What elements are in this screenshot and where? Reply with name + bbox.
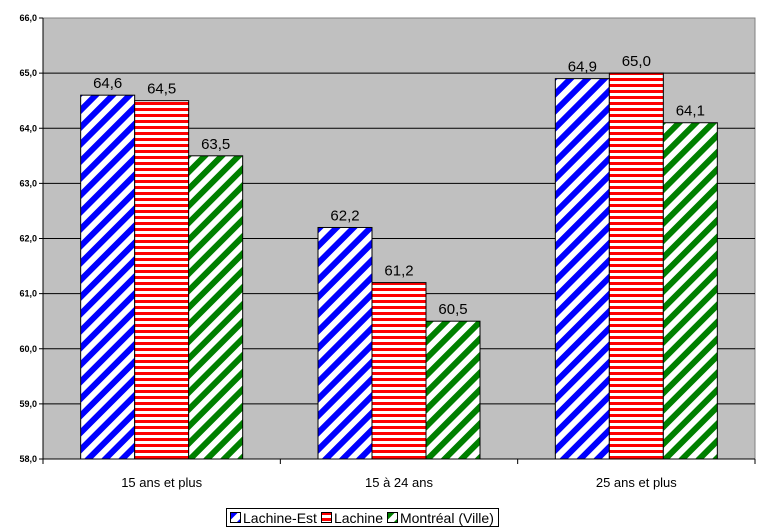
bar-0-2 — [554, 78, 610, 460]
y-tick-label: 59,0 — [19, 399, 37, 409]
data-label: 60,5 — [438, 301, 467, 318]
legend-swatch-montreal — [386, 512, 398, 523]
data-label: 64,1 — [676, 103, 705, 120]
legend-label: Montréal (Ville) — [399, 509, 494, 526]
data-label: 64,6 — [93, 75, 122, 92]
data-label: 65,0 — [622, 53, 651, 70]
legend-swatch-lachine — [320, 512, 332, 523]
y-tick-label: 62,0 — [19, 234, 37, 244]
legend-item-montreal: Montréal (Ville) — [386, 509, 494, 526]
x-tick-label: 15 ans et plus — [121, 475, 202, 490]
y-tick-label: 63,0 — [19, 178, 37, 188]
y-tick-label: 64,0 — [19, 123, 37, 133]
x-tick-label: 15 à 24 ans — [365, 475, 433, 490]
bar-2-0 — [188, 155, 244, 460]
legend: Lachine-Est Lachine Montréal (Ville) — [226, 508, 499, 527]
bar-chart: 58,0 59,0 60,0 61,0 62,0 63,0 64,0 65,0 66,0 64,… — [19, 13, 756, 490]
legend-swatch-lachine-est — [230, 512, 241, 523]
bar-1-1 — [371, 282, 427, 460]
legend-label: Lachine-Est — [243, 509, 317, 526]
bar-0-0 — [80, 94, 136, 460]
data-label: 63,5 — [201, 136, 230, 153]
legend-item-lachine: Lachine — [320, 509, 383, 526]
bar-2-1 — [425, 320, 481, 460]
bar-1-0 — [134, 100, 190, 460]
y-tick-label: 60,0 — [19, 344, 37, 354]
data-label: 64,5 — [147, 81, 176, 98]
y-tick-label: 66,0 — [19, 13, 37, 23]
data-label: 62,2 — [330, 207, 359, 224]
y-tick-label: 65,0 — [19, 68, 37, 78]
bar-0-1 — [317, 226, 373, 460]
data-label: 61,2 — [384, 263, 413, 280]
y-tick-label: 58,0 — [19, 454, 37, 464]
data-label: 64,9 — [568, 59, 597, 76]
x-tick-label: 25 ans et plus — [596, 475, 677, 490]
legend-item-lachine-est: Lachine-Est — [230, 510, 317, 526]
legend-label: Lachine — [333, 509, 383, 526]
bar-2-2 — [662, 122, 718, 460]
bar-1-2 — [608, 72, 664, 460]
y-tick-label: 61,0 — [19, 289, 37, 299]
